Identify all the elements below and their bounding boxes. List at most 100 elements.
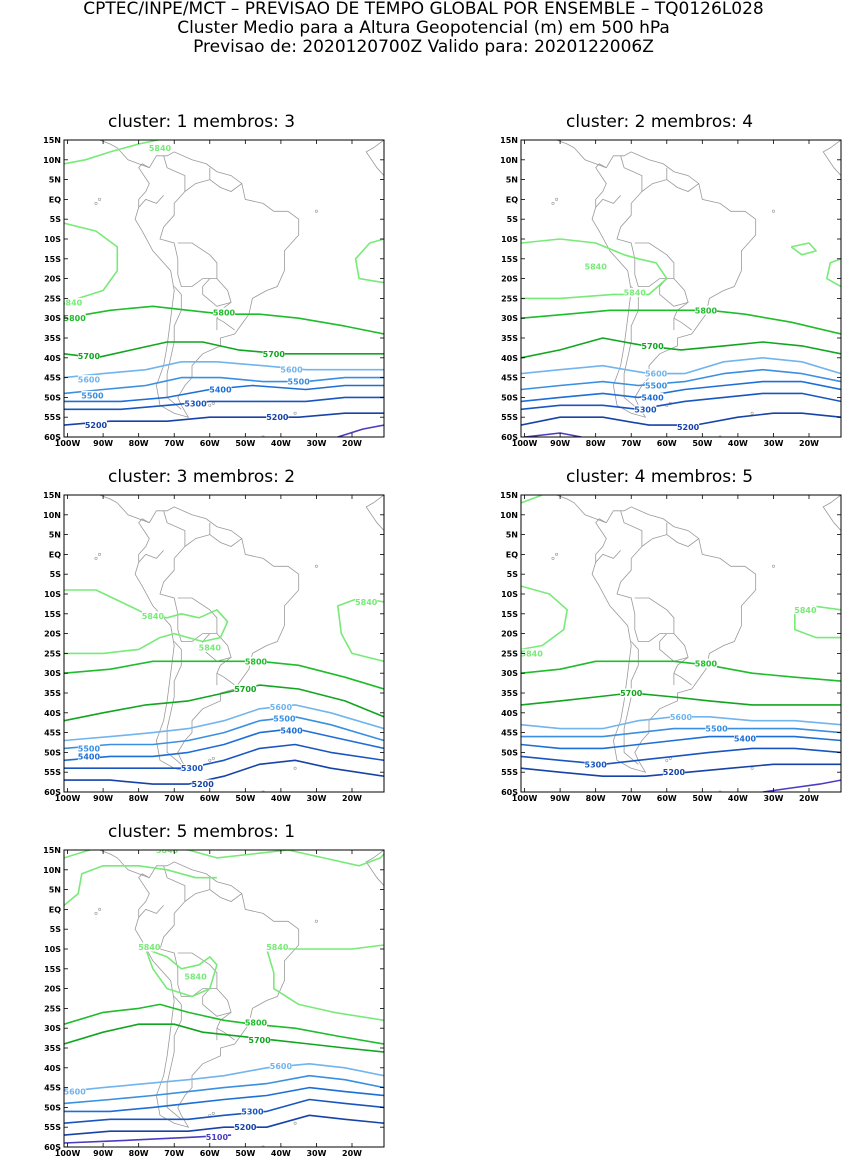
contour-label-bg [521, 648, 543, 658]
lat-tick-label: 30S [44, 669, 61, 678]
lon-tick-label: 60W [657, 439, 677, 448]
lat-tick-label: 40S [44, 354, 61, 363]
contour-line-5600 [64, 361, 384, 379]
contour-label-bg [269, 702, 292, 712]
coastline-south-america [591, 506, 757, 773]
country-border [166, 641, 182, 765]
contour-label-bg [694, 305, 717, 315]
map-panel-cluster-2: 5840 5840 5800 5700 5600 5500 5400 5300 5200 15N 1… [500, 136, 842, 448]
contour-label-5840: 5840 [156, 846, 179, 855]
country-border [202, 988, 232, 1017]
lat-tick-label: 50S [501, 393, 518, 402]
contour-label-5600: 5600 [270, 1062, 293, 1071]
lat-tick-label: 55S [44, 768, 61, 777]
map-frame [520, 139, 842, 438]
contour-label-5400: 5400 [280, 727, 303, 736]
lat-tick-label: 50S [44, 748, 61, 757]
lon-tick-label: 60W [200, 794, 220, 803]
contour-line-5500 [521, 368, 841, 391]
lat-tick-label: 45S [44, 374, 61, 383]
country-border [184, 877, 211, 902]
contour-label-5200: 5200 [677, 423, 700, 432]
contour-label-bg [138, 942, 161, 952]
country-border [623, 286, 639, 410]
map-frame [520, 494, 842, 793]
lon-tick-label: 70W [164, 439, 184, 448]
lat-tick-label: 15S [44, 610, 61, 619]
contour-line-5100 [524, 432, 582, 437]
lat-tick-label: 15N [500, 136, 518, 145]
contour-label-bg [149, 143, 171, 153]
island-marker [771, 209, 775, 213]
lat-tick-label: 5S [50, 925, 62, 934]
lat-tick-label: 10S [44, 945, 61, 954]
contour-label-5200: 5200 [192, 780, 215, 789]
panel-title-cluster-3: cluster: 3 membros: 2 [108, 467, 296, 487]
contour-label-5600: 5600 [645, 370, 668, 379]
contour-label-bg [670, 712, 692, 722]
contour-label-5840: 5840 [266, 943, 289, 952]
lon-tick-label: 60W [200, 439, 220, 448]
lat-tick-label: 5N [49, 886, 61, 895]
country-border [659, 278, 689, 307]
lon-tick-label: 70W [164, 794, 184, 803]
lat-tick-label: 55S [44, 1123, 61, 1132]
lon-tick-label: 50W [692, 439, 712, 448]
contour-label-5500: 5500 [705, 725, 728, 734]
lon-tick-label: 100W [55, 439, 81, 448]
contour-label-bg [694, 658, 717, 668]
contour-label-bg [77, 351, 100, 361]
country-border [202, 278, 232, 307]
coastline-africa [822, 140, 841, 176]
contour-label-5800: 5800 [695, 659, 718, 668]
lat-tick-label: 55S [501, 413, 518, 422]
island-marker [211, 401, 215, 405]
coastline-central-america [99, 495, 150, 524]
lat-tick-label: 10S [501, 235, 518, 244]
island-marker [750, 766, 754, 770]
lat-tick-label: 15N [500, 491, 518, 500]
contour-label-bg [234, 1122, 257, 1132]
lat-tick-label: 5S [507, 215, 519, 224]
lon-tick-label: 90W [550, 794, 570, 803]
island-marker [293, 411, 297, 415]
country-border [666, 534, 700, 547]
country-border [166, 286, 182, 410]
contour-line-5840 [521, 585, 568, 651]
lat-tick-label: 25S [501, 294, 518, 303]
map-panel-cluster-3: 5840584058405800570056005500550054005400… [43, 491, 385, 803]
contour-label-bg [141, 611, 164, 621]
country-border [595, 550, 621, 563]
lat-tick-label: 5S [50, 215, 62, 224]
contour-line-5700 [521, 337, 841, 359]
country-border [209, 179, 243, 192]
island-marker [551, 556, 555, 560]
panel-title-cluster-2: cluster: 2 membros: 4 [566, 112, 754, 132]
lat-tick-label: 25S [44, 649, 61, 658]
contour-label-5700: 5700 [234, 685, 257, 694]
lat-tick-label: 10N [500, 511, 518, 520]
lon-tick-label: 30W [763, 439, 783, 448]
contour-label-bg [734, 734, 756, 744]
country-border [159, 155, 218, 287]
contour-label-bg [584, 759, 607, 769]
contour-label-5600: 5600 [270, 703, 293, 712]
contour-label-bg [287, 377, 310, 387]
lat-tick-label: 40S [44, 709, 61, 718]
lon-tick-label: 80W [129, 439, 149, 448]
contour-label-5800: 5800 [245, 1018, 268, 1027]
lat-tick-label: EQ [49, 905, 61, 914]
contour-label-5700: 5700 [78, 352, 101, 361]
lon-tick-label: 50W [235, 1149, 255, 1157]
island-marker [551, 201, 555, 205]
contour-label-bg [81, 390, 104, 400]
contour-label-bg [266, 942, 289, 952]
header-title-line2: Cluster Medio para a Altura Geopotencial… [177, 18, 670, 38]
contour-label-bg [209, 384, 232, 394]
contour-label-bg [85, 420, 107, 430]
lon-tick-label: 50W [235, 794, 255, 803]
lat-tick-label: 5S [507, 570, 519, 579]
contour-line-5840 [337, 597, 384, 663]
contour-label-5300: 5300 [634, 405, 657, 414]
island-marker [94, 201, 98, 205]
